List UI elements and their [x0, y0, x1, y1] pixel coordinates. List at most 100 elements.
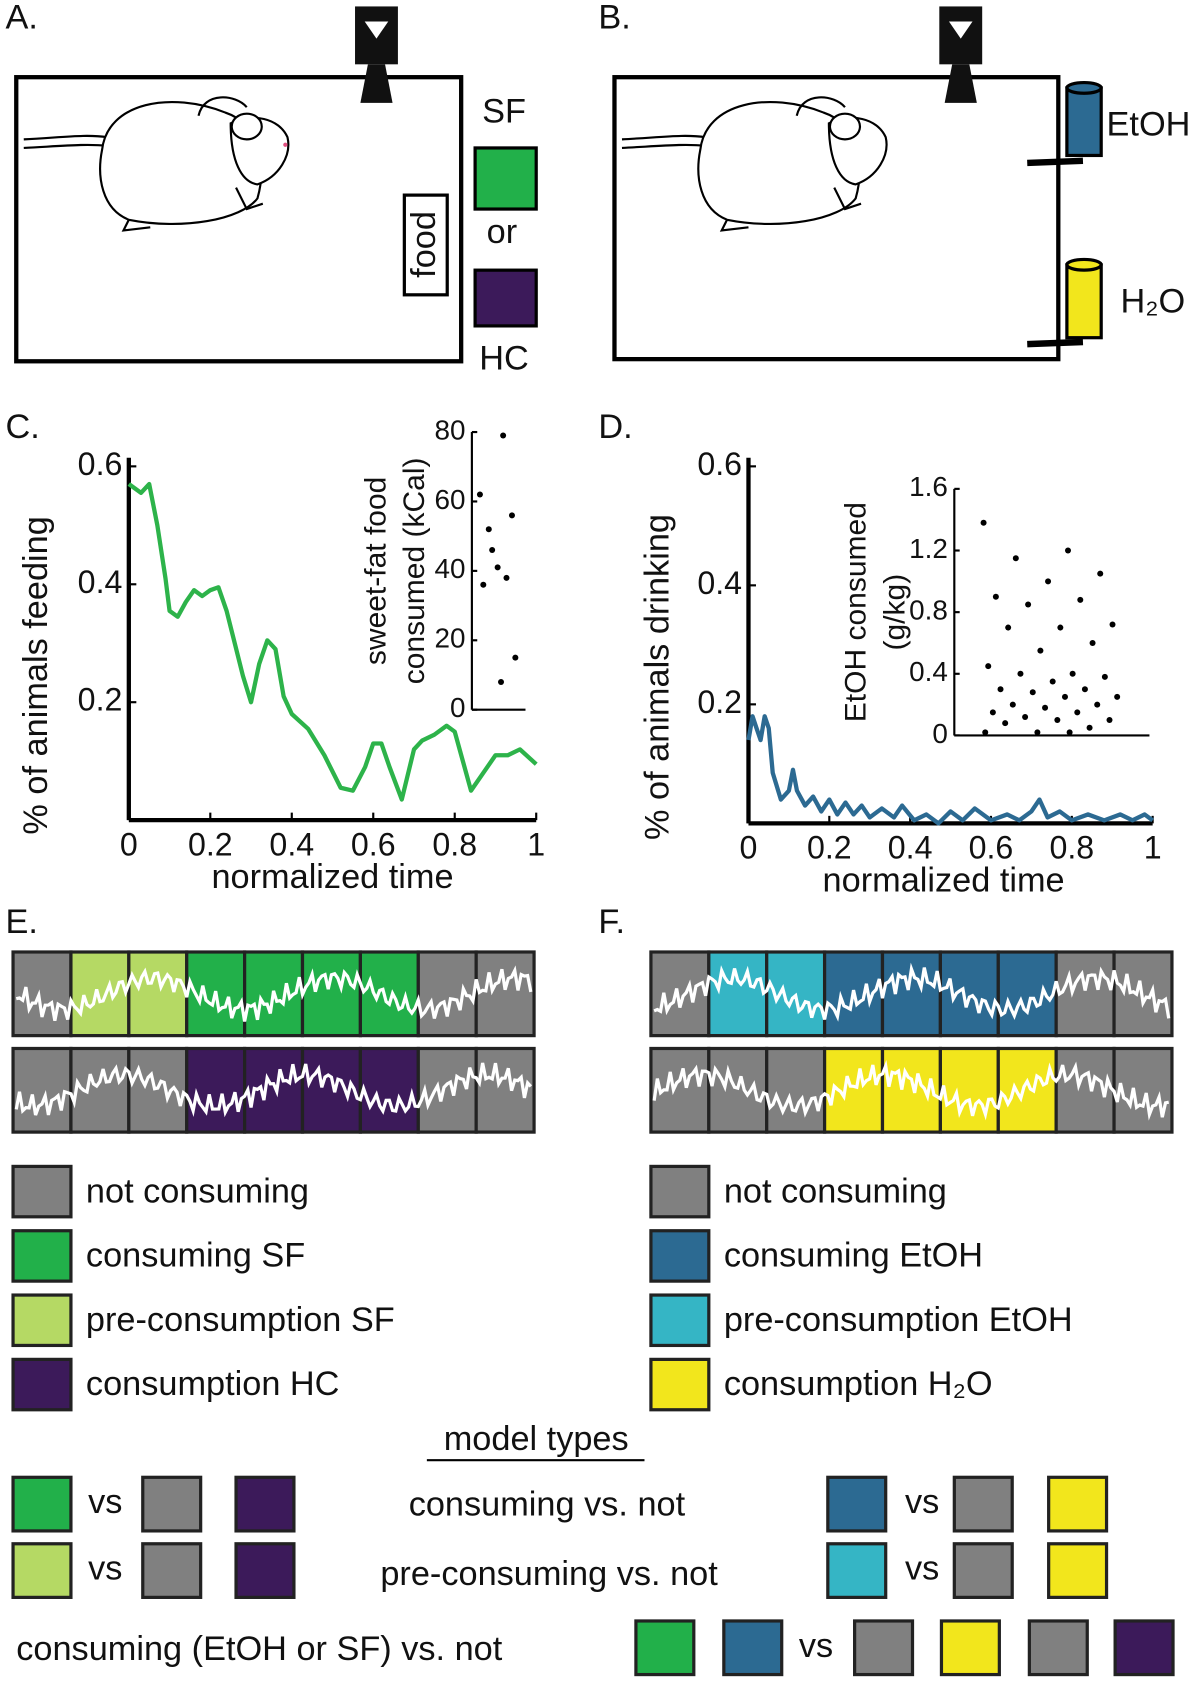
scatter-point — [485, 526, 492, 533]
panel-label: C. — [6, 408, 40, 446]
scatter-point — [1061, 693, 1068, 700]
scatter-point — [1042, 704, 1049, 711]
state-cell — [185, 1046, 247, 1134]
model-swatch — [939, 1619, 1001, 1677]
vs-label: vs — [905, 1550, 939, 1588]
y-tick-label: 1.2 — [909, 533, 948, 564]
scatter-point — [1086, 724, 1093, 731]
scatter-point — [1114, 693, 1121, 700]
legend-swatch — [649, 1164, 711, 1219]
x-tick-label: 0.2 — [188, 826, 233, 862]
model-swatch — [952, 1542, 1014, 1599]
x-tick-label: 0.6 — [969, 830, 1014, 866]
y-tick-label: 80 — [434, 414, 465, 445]
state-cell — [765, 1046, 827, 1134]
model-swatch — [1047, 1542, 1109, 1599]
state-cell — [300, 950, 363, 1038]
panel-label: A. — [6, 0, 38, 36]
scatter-point — [489, 547, 496, 554]
legend-label: pre-consumption EtOH — [724, 1301, 1073, 1339]
x-tick-label: 0.2 — [807, 830, 852, 866]
model-row: pre-consuming vs. not — [380, 1555, 718, 1593]
sf-label: SF — [482, 93, 526, 131]
scatter-point — [1074, 709, 1081, 716]
data-line — [127, 481, 538, 802]
state-cell — [707, 950, 769, 1038]
y-tick-label: 0.6 — [697, 446, 742, 482]
legend-label: not consuming — [724, 1172, 947, 1210]
state-cell — [69, 1046, 131, 1134]
legend-label: consuming SF — [86, 1237, 305, 1275]
scatter-point — [1054, 717, 1061, 724]
or-label: or — [487, 213, 518, 251]
x-tick-label: 0 — [120, 826, 138, 862]
scatter-point — [512, 654, 519, 661]
panel-label: E. — [6, 903, 38, 941]
y-axis-label: (g/kg) — [878, 574, 911, 651]
cage-b — [612, 75, 1061, 362]
scatter-point — [1017, 670, 1024, 677]
scatter-point — [494, 564, 501, 571]
state-cell — [996, 1046, 1058, 1134]
y-axis-label: % of animals drinking — [639, 514, 677, 840]
legend-swatch — [11, 1164, 73, 1219]
legend-label: not consuming — [86, 1172, 309, 1210]
model-row: consuming vs. not — [409, 1485, 686, 1523]
panel-label: B. — [598, 0, 630, 36]
scatter-point — [1009, 701, 1016, 708]
state-cell — [300, 1046, 363, 1134]
x-axis-label: normalized time — [211, 858, 453, 896]
vs-label: vs — [905, 1483, 939, 1521]
vs-label: vs — [88, 1483, 122, 1521]
y-tick-label: 0.8 — [909, 595, 948, 626]
bottle — [1027, 80, 1103, 348]
scatter-point — [1034, 729, 1041, 736]
x-tick-label: 0.6 — [351, 826, 396, 862]
y-tick-label: 0.4 — [78, 564, 123, 600]
y-tick-label: 20 — [434, 623, 465, 654]
scatter-point — [1097, 570, 1104, 577]
y-axis-label: % of animals feeding — [17, 516, 55, 834]
legend-swatch — [11, 1357, 73, 1412]
state-cell — [938, 950, 1000, 1038]
model-row: consuming (EtOH or SF) vs. not — [16, 1630, 502, 1668]
model-swatch — [141, 1542, 203, 1599]
scatter-point — [997, 686, 1004, 693]
y-tick-label: 0.4 — [909, 656, 948, 687]
state-cell — [69, 950, 131, 1038]
scatter-point — [1109, 621, 1116, 628]
scatter-point — [1106, 717, 1113, 724]
legend-swatch — [649, 1293, 711, 1348]
x-tick-label: 1 — [527, 826, 545, 862]
x-axis-label: normalized time — [823, 861, 1065, 899]
y-tick-label: 0.6 — [78, 446, 123, 482]
x-tick-label: 0.8 — [432, 826, 477, 862]
state-cell — [416, 950, 478, 1038]
state-cell — [358, 1046, 420, 1134]
state-cell — [649, 950, 711, 1038]
camera — [355, 6, 398, 103]
scatter-point — [498, 678, 505, 685]
scatter-point — [1069, 670, 1076, 677]
model-swatch — [952, 1475, 1014, 1533]
scatter-point — [476, 491, 483, 498]
state-cell — [416, 1046, 478, 1134]
scatter-point — [1049, 678, 1056, 685]
scatter-point — [1022, 713, 1029, 720]
cage-a — [14, 75, 464, 364]
scatter-point — [1037, 647, 1044, 654]
y-axis-label: consumed (kCal) — [398, 458, 431, 685]
trace — [14, 1062, 533, 1118]
scatter-point — [985, 663, 992, 670]
scatter-point — [1089, 639, 1096, 646]
panel-label: F. — [598, 903, 625, 941]
state-cell — [11, 1046, 73, 1134]
y-tick-label: 0.2 — [78, 682, 123, 718]
camera — [939, 6, 983, 103]
vs-label: vs — [88, 1550, 122, 1588]
x-tick-label: 0.4 — [888, 830, 933, 866]
y-axis-label: EtOH consumed — [840, 502, 873, 722]
scatter-point — [1029, 689, 1036, 696]
state-cell — [707, 1046, 769, 1134]
